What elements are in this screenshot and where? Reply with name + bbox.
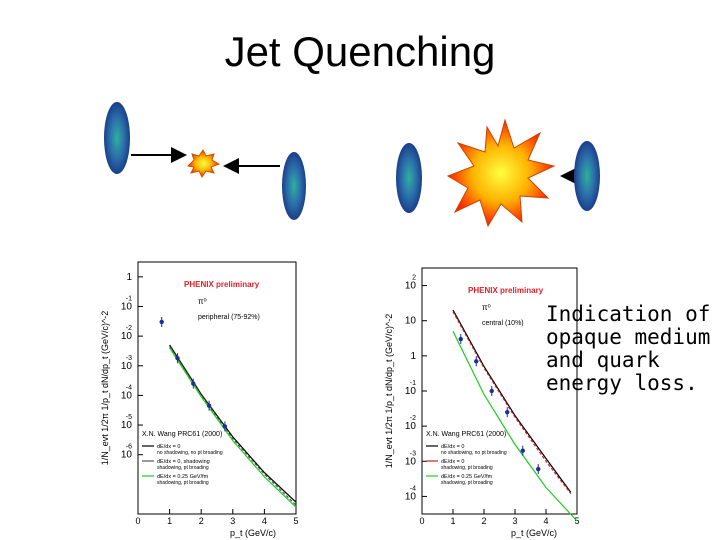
annotation-line: opaque medium <box>546 325 711 349</box>
legend-sublabel: shadowing, pt broading <box>441 465 493 471</box>
x-tick-label: 0 <box>419 516 424 526</box>
y-tick-exponent: -1 <box>126 295 132 302</box>
x-tick-label: 2 <box>199 516 204 526</box>
y-tick-exponent: -3 <box>410 450 416 457</box>
centrality-label: central (10%) <box>482 320 524 327</box>
legend-label: dE/dx = 0 <box>441 444 464 450</box>
x-axis-label: p_t (GeV/c) <box>511 528 557 538</box>
x-tick-label: 1 <box>450 516 455 526</box>
y-axis-label: 1/N_evt 1/2π 1/p_t dN/dp_t (GeV/c)^-2 <box>100 311 110 466</box>
y-tick-exponent: -3 <box>126 355 132 362</box>
y-tick-label: 10 <box>121 450 133 461</box>
y-tick-label: 10 <box>121 331 133 342</box>
y-tick-label: 10 <box>405 316 417 327</box>
x-tick-label: 3 <box>512 516 517 526</box>
y-tick-exponent: -1 <box>410 380 416 387</box>
y-tick-label: 10 <box>405 281 417 292</box>
y-tick-label: 10 <box>121 390 133 401</box>
legend-label: dE/dx = 0 <box>157 444 180 450</box>
data-point <box>458 336 463 342</box>
y-tick-label: 10 <box>121 361 133 372</box>
y-tick-label: 1 <box>126 272 132 283</box>
particle-label: π⁰ <box>482 303 491 312</box>
legend-sublabel: no shadowing, no pt broading <box>157 450 223 456</box>
small-burst-icon <box>186 149 221 178</box>
centrality-label: peripheral (75-92%) <box>198 314 260 321</box>
large-burst-icon <box>446 118 556 228</box>
legend-header: X.N. Wang PRC61 (2000) <box>426 431 506 438</box>
y-tick-label: 10 <box>405 386 417 397</box>
data-point <box>520 448 525 453</box>
data-point <box>489 388 494 394</box>
x-tick-label: 3 <box>230 516 235 526</box>
chart-title: PHENIX preliminary <box>184 280 260 289</box>
data-point <box>191 381 196 386</box>
chart-title: PHENIX preliminary <box>468 286 544 295</box>
legend-sublabel: shadowing, pt broading <box>441 480 493 486</box>
data-point <box>505 409 510 415</box>
legend-sublabel: shadowing, pt broading <box>157 480 209 486</box>
data-point <box>175 355 180 361</box>
y-tick-label: 10 <box>405 456 417 467</box>
y-tick-label: 10 <box>405 421 417 432</box>
nucleus-right-outgoing <box>574 141 600 211</box>
y-tick-label: 10 <box>405 491 417 502</box>
legend-label: dE/dx = 0.25 GeV/fm <box>157 474 209 480</box>
annotation-line: and quark <box>546 348 660 372</box>
particle-label: π⁰ <box>198 297 207 306</box>
y-tick-exponent: -4 <box>126 384 132 391</box>
theory-curve <box>452 331 578 522</box>
data-point <box>206 403 212 408</box>
theory-curve <box>452 311 572 494</box>
x-tick-label: 4 <box>262 516 267 526</box>
chart-central: 0 1 2 3 4 5p_t (GeV/c)10210110-110-210-310-41… <box>384 267 580 538</box>
legend-label: dE/dx = 0 <box>441 459 464 465</box>
slide-title: Jet Quenching <box>224 28 496 75</box>
legend-label: dE/dx = 0.25 GeV/fm <box>441 474 493 480</box>
legend-label: dE/dx = 0, shadowing <box>157 459 210 465</box>
legend-header: X.N. Wang PRC61 (2000) <box>142 431 222 438</box>
legend-sublabel: no shadowing, no pt broading <box>441 450 507 456</box>
annotation-line: Indication of <box>546 302 711 326</box>
y-tick-exponent: -4 <box>410 485 416 492</box>
theory-curve <box>452 309 572 493</box>
nucleus-left-incoming <box>104 102 130 174</box>
nucleus-left-outgoing <box>282 152 306 220</box>
data-point <box>536 466 541 472</box>
theory-curve <box>169 346 297 506</box>
x-tick-label: 1 <box>167 516 172 526</box>
annotation-text: Indication of opaque medium and quark en… <box>546 303 716 395</box>
y-axis-label: 1/N_evt 1/2π 1/p_t dN/dp_t (GeV/c)^-2 <box>384 314 394 469</box>
y-tick-exponent: -2 <box>410 415 416 422</box>
y-tick-label: 10 <box>121 420 133 431</box>
y-tick-exponent: -5 <box>126 414 132 421</box>
nucleus-right-incoming <box>396 143 422 213</box>
plot-frame <box>137 261 297 515</box>
theory-curve <box>169 344 297 503</box>
y-tick-exponent: 2 <box>412 275 416 282</box>
theory-curve <box>169 347 297 508</box>
y-tick-exponent: -6 <box>126 444 132 451</box>
y-tick-label: 10 <box>121 301 133 312</box>
x-tick-label: 2 <box>481 516 486 526</box>
x-axis-label: p_t (GeV/c) <box>230 528 276 538</box>
y-tick-label: 1 <box>410 351 416 362</box>
data-point <box>474 359 479 364</box>
x-tick-label: 5 <box>293 516 298 526</box>
legend-sublabel: shadowing, pt broading <box>157 465 209 471</box>
chart-peripheral: 0 1 2 3 4 5p_t (GeV/c)110-110-210-310-410-510… <box>100 261 299 538</box>
x-tick-label: 0 <box>135 516 140 526</box>
y-tick-exponent: -2 <box>126 325 132 332</box>
data-point <box>159 319 164 325</box>
data-point <box>222 424 228 429</box>
x-tick-label: 4 <box>543 516 548 526</box>
annotation-line: energy loss. <box>546 371 698 395</box>
